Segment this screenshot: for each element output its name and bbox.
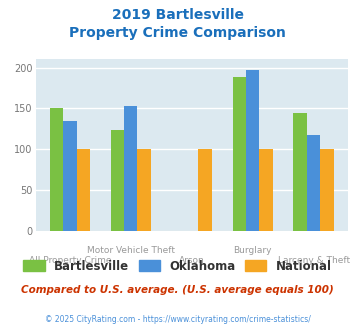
Bar	[63, 121, 77, 231]
Text: © 2025 CityRating.com - https://www.cityrating.com/crime-statistics/: © 2025 CityRating.com - https://www.city…	[45, 315, 310, 324]
Text: Arson: Arson	[179, 255, 204, 265]
Text: Larceny & Theft: Larceny & Theft	[278, 255, 350, 265]
Bar	[246, 70, 260, 231]
Bar	[294, 113, 307, 231]
Bar	[320, 149, 334, 231]
Text: 2019 Bartlesville: 2019 Bartlesville	[111, 8, 244, 22]
Text: All Property Crime: All Property Crime	[28, 255, 111, 265]
Text: Motor Vehicle Theft: Motor Vehicle Theft	[87, 246, 175, 255]
Text: Compared to U.S. average. (U.S. average equals 100): Compared to U.S. average. (U.S. average …	[21, 285, 334, 295]
Bar	[111, 130, 124, 231]
Bar	[233, 77, 246, 231]
Bar	[137, 149, 151, 231]
Text: Property Crime Comparison: Property Crime Comparison	[69, 26, 286, 40]
Bar	[124, 106, 137, 231]
Legend: Bartlesville, Oklahoma, National: Bartlesville, Oklahoma, National	[18, 255, 337, 278]
Bar	[260, 149, 273, 231]
Bar	[50, 109, 63, 231]
Bar	[77, 149, 90, 231]
Text: Burglary: Burglary	[233, 246, 272, 255]
Bar	[307, 135, 320, 231]
Bar	[198, 149, 212, 231]
